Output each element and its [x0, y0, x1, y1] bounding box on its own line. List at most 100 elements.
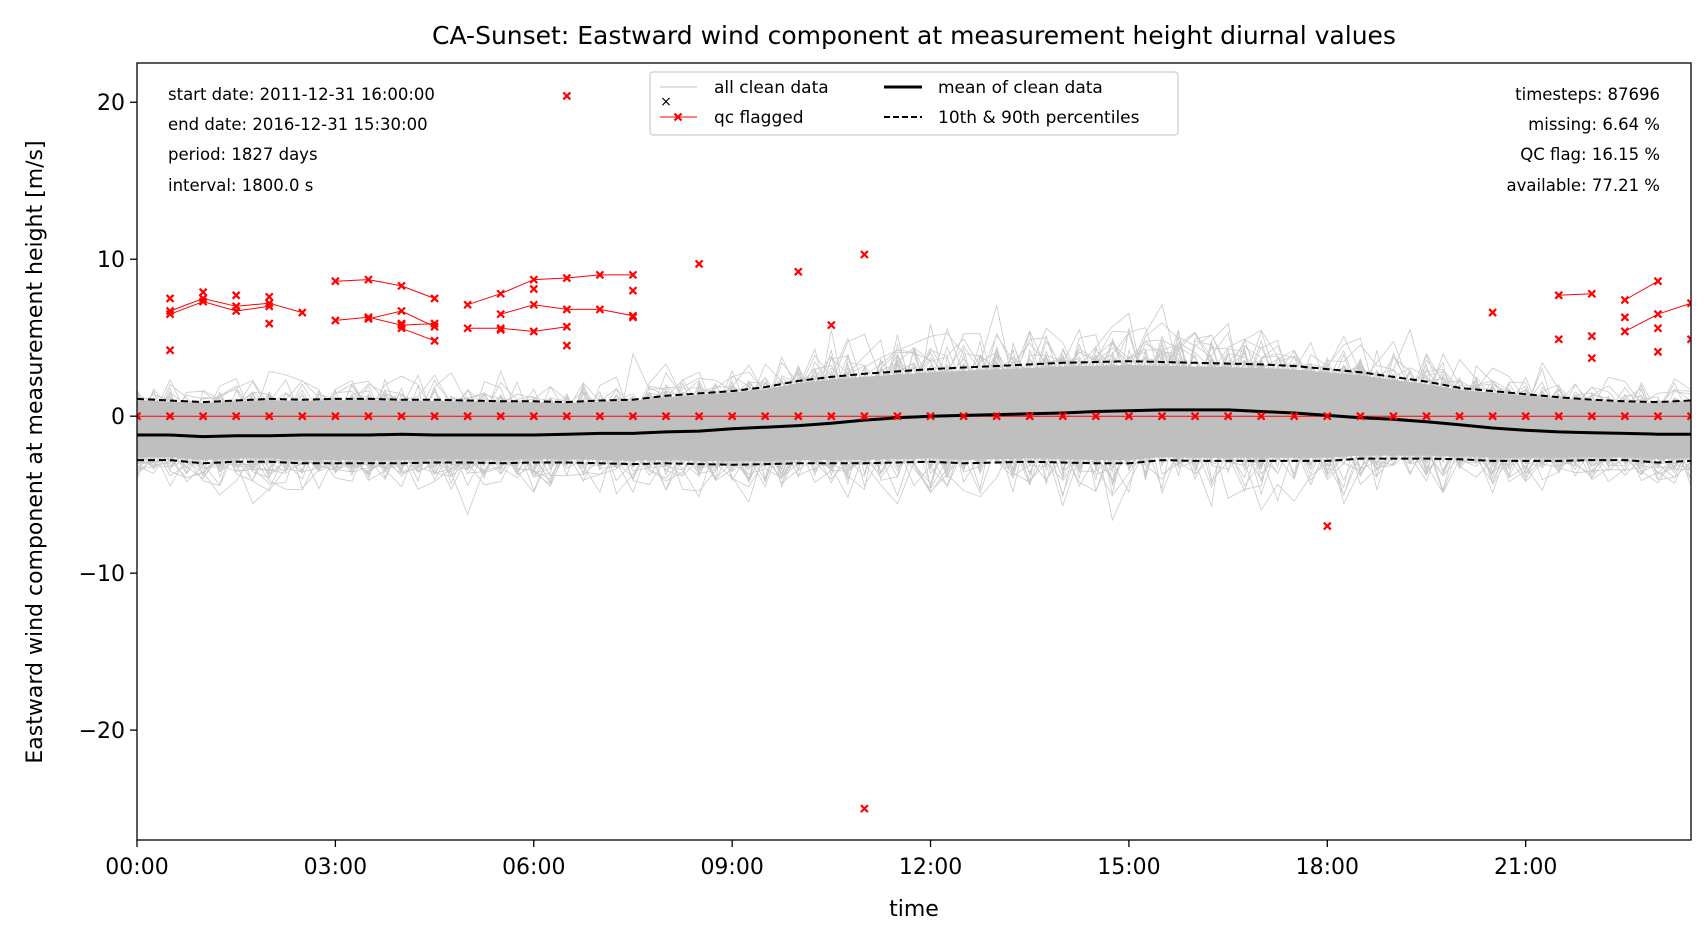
qc-marker-zero-35	[1289, 411, 1299, 421]
qc-marker-point-20	[1554, 334, 1564, 344]
x-tick-label: 06:00	[502, 855, 565, 880]
qc-marker-point-15	[827, 320, 836, 330]
qc-marker-zero-33	[1223, 411, 1233, 421]
qc-marker-zero-3	[231, 411, 241, 421]
qc-marker-point-21	[1587, 331, 1597, 341]
qc-marker-track-7-2	[529, 327, 539, 336]
qc-track-10	[1624, 280, 1659, 301]
clean-data-band	[137, 365, 1691, 462]
qc-marker-zero-15	[628, 411, 638, 421]
info-right: timesteps: 87696 missing: 6.64 % QC flag…	[1507, 85, 1660, 195]
qc-marker-zero-11	[496, 411, 505, 421]
qc-marker-zero-47	[1686, 411, 1691, 421]
qc-marker-track-2-0	[331, 276, 340, 286]
qc-marker-point-4	[264, 292, 274, 302]
y-axis: −20 −10 0 10 20	[79, 91, 137, 744]
qc-marker-zero-9	[430, 411, 439, 421]
qc-marker-track-4-2	[430, 322, 439, 331]
qc-marker-zero-13	[562, 411, 572, 421]
qc-marker-zero-37	[1356, 411, 1365, 421]
qc-marker-track-2-3	[430, 294, 439, 303]
qc-marker-point-0	[165, 294, 175, 303]
qc-marker-track-9-0	[1554, 291, 1564, 300]
qc-marker-zero-27	[1025, 411, 1034, 421]
qc-marker-track-6-5	[628, 270, 638, 280]
qc-marker-point-24	[1653, 347, 1663, 357]
qc-marker-point-22	[1587, 353, 1597, 363]
qc-marker-track-0-4	[298, 308, 307, 317]
chart-title: CA-Sunset: Eastward wind component at me…	[432, 21, 1396, 50]
qc-marker-point-2	[198, 287, 208, 297]
qc-marker-track-6-4	[595, 270, 605, 280]
qc-marker-point-14	[793, 267, 803, 277]
qc-marker-point-25	[1653, 324, 1663, 333]
x-tick-label: 21:00	[1494, 855, 1557, 880]
qc-marker-zero-12	[529, 411, 539, 421]
qc-marker-zero-26	[992, 411, 1001, 421]
qc-marker-point-16	[860, 250, 869, 259]
legend-label-qc: qc flagged	[714, 108, 804, 128]
qc-marker-track-9-1	[1587, 289, 1597, 299]
qc-marker-track-8-1	[529, 300, 539, 310]
qc-marker-zero-34	[1256, 411, 1266, 421]
qc-marker-zero-14	[595, 411, 605, 421]
plot-frame	[136, 62, 1692, 841]
info-left: start date: 2011-12-31 16:00:00 end date…	[168, 85, 435, 195]
qc-marker-track-8-2	[562, 305, 572, 314]
qc-marker-zero-17	[694, 411, 704, 421]
qc-marker-zero-40	[1455, 411, 1464, 421]
legend-label-all-clean: all clean data	[714, 78, 829, 98]
qc-marker-track-6-1	[496, 289, 505, 299]
qc-marker-track-7-1	[496, 324, 505, 333]
info-missing: missing: 6.64 %	[1528, 115, 1660, 134]
qc-marker-track-11-2	[1686, 298, 1691, 308]
qc-marker-zero-38	[1389, 411, 1398, 421]
qc-marker-track-1-2	[231, 306, 241, 316]
info-timesteps: timesteps: 87696	[1515, 85, 1660, 104]
qc-marker-point-9	[562, 341, 572, 350]
qc-marker-track-8-0	[496, 309, 505, 319]
qc-marker-track-4-1	[397, 306, 406, 316]
qc-marker-zero-36	[1323, 411, 1332, 421]
qc-marker-zero-24	[926, 411, 935, 421]
info-start-date: start date: 2011-12-31 16:00:00	[168, 85, 435, 104]
qc-marker-track-4-0	[364, 314, 373, 324]
qc-marker-zero-41	[1488, 411, 1497, 421]
legend-qc-x-icon	[673, 112, 683, 122]
qc-marker-zero-42	[1521, 411, 1530, 421]
qc-marker-zero-7	[364, 411, 373, 421]
qc-marker-track-10-1	[1653, 276, 1663, 286]
qc-marker-point-1	[165, 345, 175, 355]
qc-marker-point-10	[562, 91, 572, 101]
qc-track-1	[169, 301, 270, 315]
qc-track-5	[401, 327, 435, 342]
qc-flagged-data	[137, 91, 1691, 813]
qc-marker-zero-32	[1190, 411, 1200, 421]
info-interval: interval: 1800.0 s	[168, 176, 313, 195]
qc-marker-zero-16	[661, 411, 671, 421]
qc-marker-zero-30	[1124, 411, 1134, 421]
qc-marker-zero-18	[727, 411, 737, 421]
qc-marker-track-10-0	[1620, 295, 1630, 305]
qc-marker-point-13	[694, 259, 704, 269]
qc-track-3	[335, 316, 435, 326]
y-tick-label: −20	[79, 719, 125, 744]
qc-marker-track-3-0	[331, 316, 340, 325]
legend-box	[649, 71, 1179, 136]
info-end-date: end date: 2016-12-31 15:30:00	[168, 115, 428, 134]
qc-marker-zero-19	[760, 411, 770, 421]
qc-marker-zero-46	[1653, 411, 1663, 421]
y-tick-label: −10	[79, 562, 125, 587]
qc-marker-zero-43	[1554, 411, 1564, 421]
qc-marker-point-23	[1620, 313, 1630, 322]
qc-track-9	[1558, 293, 1592, 296]
qc-marker-point-18	[1323, 521, 1332, 531]
qc-marker-track-8-4	[628, 311, 638, 320]
qc-marker-track-2-2	[397, 281, 406, 291]
qc-marker-track-5-1	[430, 336, 439, 346]
qc-marker-zero-28	[1058, 411, 1068, 421]
qc-marker-track-7-0	[463, 324, 472, 333]
x-tick-label: 12:00	[899, 855, 962, 880]
summary-series	[137, 360, 1691, 466]
